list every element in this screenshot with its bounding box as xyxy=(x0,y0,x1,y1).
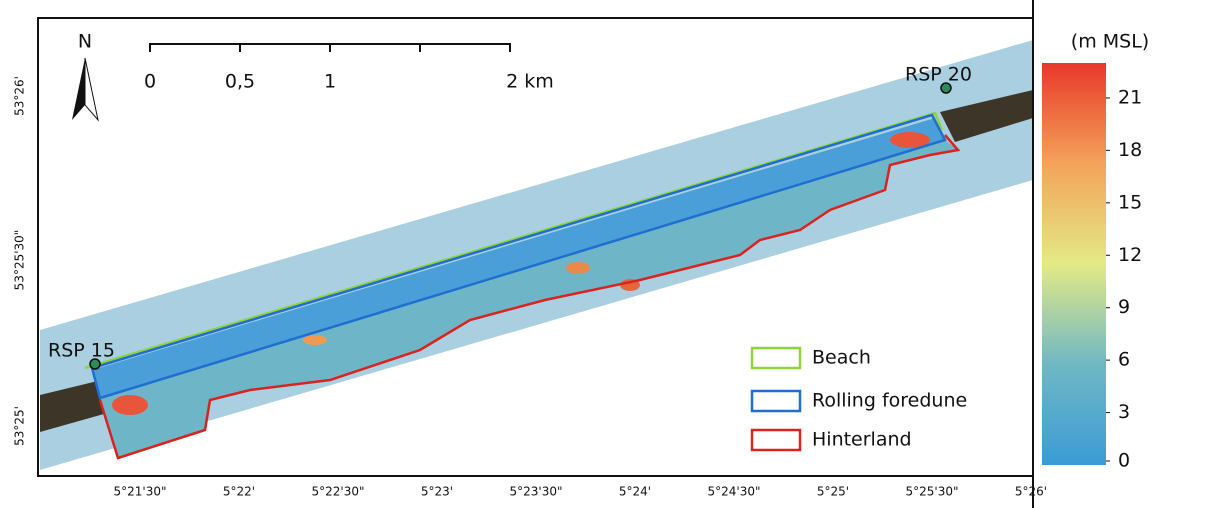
station-label: RSP 20 xyxy=(905,64,972,86)
colorbar-tick-label: 21 xyxy=(1118,86,1142,108)
north-arrow xyxy=(72,58,85,120)
legend-swatch xyxy=(752,430,800,450)
map-figure: N (m MSL) 0 0,5 1 2 km 5°21'30" 5°22' 5°22'30"… xyxy=(0,0,1208,508)
y-coord-label: 53°25' xyxy=(13,406,27,446)
scale-label: 0,5 xyxy=(225,71,255,93)
y-coord-label: 53°25'30" xyxy=(13,230,27,291)
scale-label: 0 xyxy=(144,71,156,93)
x-coord-label: 5°26' xyxy=(1015,485,1047,499)
x-coord-label: 5°24' xyxy=(619,485,651,499)
x-coord-label: 5°25' xyxy=(817,485,849,499)
scale-label: 2 km xyxy=(506,71,554,93)
legend-swatch xyxy=(752,348,800,368)
colorbar xyxy=(1042,63,1106,465)
x-coord-label: 5°23' xyxy=(421,485,453,499)
station-label: RSP 15 xyxy=(48,340,115,362)
x-coord-label: 5°22' xyxy=(223,485,255,499)
scale-label: 1 xyxy=(324,71,336,93)
scale-bar xyxy=(150,44,510,52)
x-coord-label: 5°22'30" xyxy=(312,485,365,499)
legend-swatch xyxy=(752,391,800,411)
x-coord-label: 5°23'30" xyxy=(510,485,563,499)
legend-label: Hinterland xyxy=(812,429,912,451)
x-coord-label: 5°24'30" xyxy=(708,485,761,499)
north-arrow xyxy=(85,58,98,120)
hotspot xyxy=(112,395,148,415)
colorbar-tick-label: 15 xyxy=(1118,191,1142,213)
colorbar-tick-label: 12 xyxy=(1118,244,1142,266)
x-coord-label: 5°21'30" xyxy=(114,485,167,499)
north-label: N xyxy=(78,31,92,53)
hotspot xyxy=(303,335,327,345)
colorbar-tick-label: 0 xyxy=(1118,450,1130,472)
legend-label: Rolling foredune xyxy=(812,390,967,412)
x-coord-label: 5°25'30" xyxy=(906,485,959,499)
y-coord-label: 53°26' xyxy=(13,76,27,116)
colorbar-title: (m MSL) xyxy=(1071,31,1149,53)
hotspot xyxy=(566,262,590,274)
colorbar-tick-label: 3 xyxy=(1118,401,1130,423)
colorbar-tick-label: 9 xyxy=(1118,296,1130,318)
colorbar-tick-label: 18 xyxy=(1118,139,1142,161)
legend-label: Beach xyxy=(812,347,871,369)
colorbar-tick-label: 6 xyxy=(1118,349,1130,371)
